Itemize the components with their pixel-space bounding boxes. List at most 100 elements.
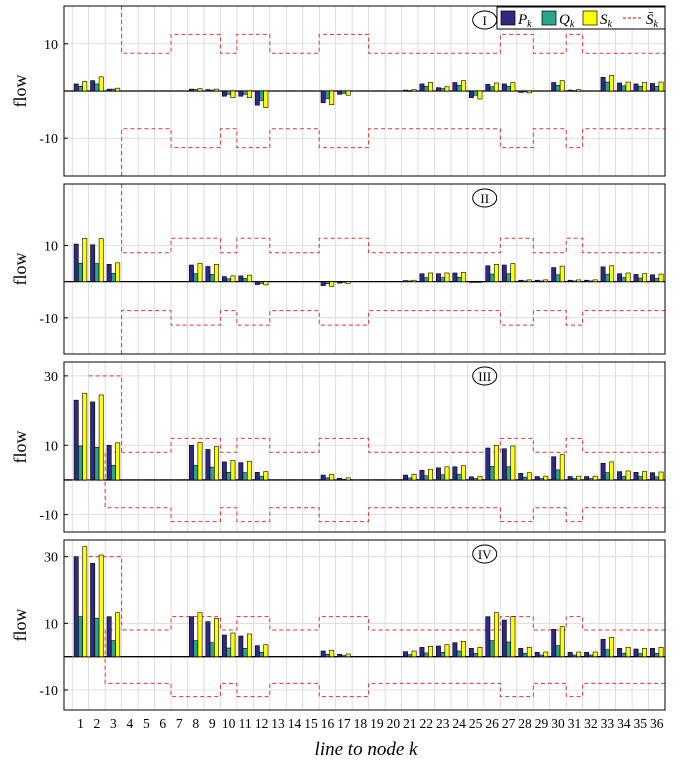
bar-Q-23: [440, 277, 446, 282]
panel-frame: [63, 539, 666, 711]
bar-P-31: [567, 279, 573, 282]
bar-Q-31: [571, 654, 577, 657]
bar-Q-32: [588, 280, 594, 283]
bar-S-23: [444, 644, 450, 657]
legend: Pk Qk Sk S̄k: [496, 6, 666, 30]
bar-P-8: [189, 616, 194, 657]
bar-S-34: [625, 470, 631, 481]
bar-S-29: [543, 651, 549, 657]
bar-S-26: [493, 263, 499, 282]
x-tick-label: 3: [110, 716, 117, 731]
panel-label: II: [480, 191, 489, 206]
bar-P-28: [518, 473, 524, 481]
bar-P-12: [254, 281, 260, 285]
plot-area: [64, 540, 665, 710]
bar-P-9: [205, 266, 211, 282]
bar-S-33: [609, 461, 615, 481]
bar-Q-9: [209, 89, 215, 92]
bar-Q-27: [506, 273, 512, 282]
bar-P-2: [90, 80, 96, 92]
bar-S-22: [428, 468, 433, 481]
y-tick-label: 10: [44, 617, 58, 632]
bar-P-32: [584, 476, 590, 481]
bar-S-25: [477, 90, 483, 100]
panel-label: I: [483, 13, 487, 28]
bar-P-3: [106, 444, 112, 481]
bar-S-17: [345, 477, 351, 481]
bar-S-12: [263, 471, 269, 481]
bar-S-23: [444, 86, 450, 92]
bar-Q-16: [325, 477, 330, 481]
x-tick-label: 17: [337, 716, 351, 731]
plot-area: [64, 184, 665, 354]
bar-P-11: [238, 90, 244, 97]
bar-S-25: [477, 476, 483, 481]
x-tick-label: 34: [617, 716, 631, 731]
bar-S-24: [461, 641, 466, 657]
bar-P-10: [221, 461, 227, 481]
x-tick-label: 33: [601, 716, 615, 731]
bar-S-8: [197, 262, 203, 282]
bar-S-16: [329, 474, 335, 481]
bar-S-30: [559, 265, 565, 282]
bar-P-12: [254, 90, 260, 106]
bar-P-30: [551, 629, 557, 657]
bar-P-24: [452, 642, 458, 657]
bar-Q-34: [621, 476, 627, 481]
bar-Q-10: [226, 472, 232, 481]
bar-Q-11: [242, 648, 248, 657]
bar-S-23: [444, 272, 450, 282]
bar-Q-21: [407, 90, 413, 92]
bar-S-29: [543, 475, 549, 481]
bar-P-23: [435, 467, 441, 481]
bar-Q-17: [341, 281, 347, 283]
bar-P-35: [633, 648, 639, 657]
x-tick-label: 18: [354, 716, 368, 731]
bar-S-26: [493, 612, 499, 657]
bar-Q-34: [621, 85, 627, 92]
bar-P-9: [205, 449, 211, 481]
bar-P-36: [650, 472, 655, 481]
bar-S-26: [493, 444, 499, 481]
bar-P-26: [485, 84, 491, 92]
bar-P-26: [485, 447, 491, 481]
bar-S-17: [345, 281, 351, 284]
bar-P-3: [106, 88, 112, 92]
bar-S-12: [263, 281, 269, 286]
limit-upper-line: [121, 6, 665, 54]
x-tick-label: 35: [634, 716, 648, 731]
bar-S-31: [576, 475, 582, 481]
bar-S-11: [246, 460, 252, 481]
x-tick-label: 1: [77, 716, 84, 731]
bar-S-2: [98, 76, 104, 92]
bar-P-33: [600, 266, 606, 282]
bar-S-27: [510, 616, 516, 657]
bar-P-32: [584, 652, 590, 657]
bar-P-28: [518, 279, 524, 282]
bar-Q-11: [242, 472, 248, 481]
bar-Q-2: [94, 263, 100, 282]
bar-Q-2: [94, 83, 100, 92]
bar-S-10: [230, 460, 236, 481]
bar-Q-23: [440, 652, 446, 657]
bar-S-11: [246, 274, 252, 282]
bar-S-3: [115, 87, 121, 92]
bar-S-16: [329, 650, 335, 657]
bar-Q-12: [259, 281, 265, 284]
bar-S-1: [82, 392, 88, 481]
bar-S-2: [98, 394, 104, 481]
x-tick-label: 2: [94, 716, 101, 731]
y-axis-label: flow: [10, 253, 30, 286]
bar-Q-35: [637, 653, 643, 657]
x-tick-label: 32: [584, 716, 598, 731]
bar-Q-32: [588, 654, 594, 657]
bar-S-24: [461, 271, 466, 282]
y-tick-label: -10: [39, 509, 58, 524]
bar-P-1: [73, 243, 79, 282]
bar-S-12: [263, 644, 269, 657]
bar-Q-35: [637, 277, 643, 282]
bar-P-25: [468, 281, 474, 283]
bar-P-34: [617, 648, 622, 657]
bar-Q-1: [78, 85, 83, 92]
